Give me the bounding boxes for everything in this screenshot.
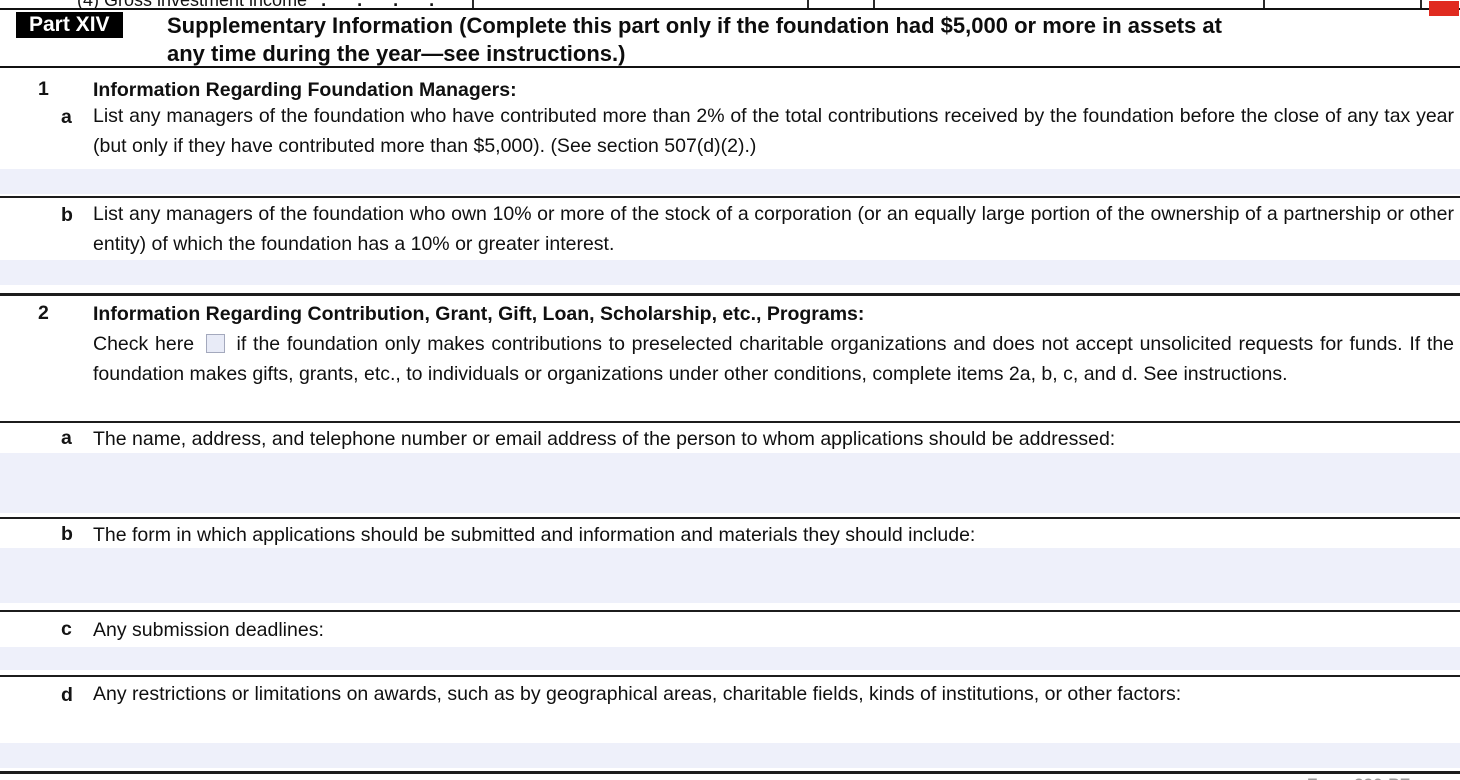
item-2b-row: b The form in which applications should … bbox=[0, 522, 1460, 548]
item-2d-row: d Any restrictions or limitations on awa… bbox=[0, 680, 1460, 709]
item-2c-letter: c bbox=[61, 618, 72, 640]
section-1-heading-row: 1 Information Regarding Foundation Manag… bbox=[0, 77, 1460, 103]
item-1b-row: b List any managers of the foundation wh… bbox=[0, 199, 1460, 259]
part-title: Supplementary Information (Complete this… bbox=[167, 12, 1457, 68]
separator-line bbox=[0, 675, 1460, 677]
item-2a-text: The name, address, and telephone number … bbox=[93, 428, 1116, 450]
field-2d-input[interactable] bbox=[0, 743, 1460, 768]
part-title-line2: any time during the year—see instruction… bbox=[167, 41, 626, 66]
separator-line bbox=[0, 517, 1460, 519]
item-1a-row: a List any managers of the foundation wh… bbox=[0, 101, 1460, 161]
check-here-continuation: if the foundation only makes contributio… bbox=[93, 333, 1455, 385]
item-2-intro-text: Check here if the foundation only makes … bbox=[93, 329, 1454, 389]
item-1a-text: List any managers of the foundation who … bbox=[93, 105, 1454, 157]
field-2b-input[interactable] bbox=[0, 548, 1460, 603]
table-column-line bbox=[807, 0, 809, 8]
item-1b-text: List any managers of the foundation who … bbox=[93, 203, 1454, 255]
section-2-heading: Information Regarding Contribution, Gran… bbox=[93, 303, 865, 325]
gross-investment-income-label: (4) Gross investment income bbox=[77, 0, 308, 10]
item-2c-text: Any submission deadlines: bbox=[93, 619, 324, 641]
section-2-heading-row: 2 Information Regarding Contribution, Gr… bbox=[0, 301, 1460, 327]
table-column-line bbox=[873, 0, 875, 8]
separator-line bbox=[0, 421, 1460, 423]
preselected-only-checkbox[interactable] bbox=[205, 334, 225, 353]
dot-leaders: . . . . bbox=[321, 0, 448, 10]
red-marker bbox=[1429, 1, 1459, 16]
check-here-label: Check here bbox=[93, 333, 195, 355]
item-1b-letter: b bbox=[61, 204, 73, 226]
field-1b-input[interactable] bbox=[0, 260, 1460, 285]
section-divider-line bbox=[0, 293, 1460, 296]
item-1a-letter: a bbox=[61, 106, 72, 128]
bottom-border-line bbox=[0, 771, 1460, 774]
page-footer: Form 990-PF bbox=[1307, 776, 1460, 780]
part-label-badge: Part XIV bbox=[16, 12, 123, 38]
previous-part-table-fragment: (4) Gross investment income . . . . bbox=[0, 0, 1460, 10]
item-2b-text: The form in which applications should be… bbox=[93, 524, 976, 546]
item-2b-letter: b bbox=[61, 523, 73, 545]
part-title-line1: Supplementary Information (Complete this… bbox=[167, 13, 1222, 38]
separator-line bbox=[0, 196, 1460, 198]
item-2d-letter: d bbox=[61, 684, 73, 706]
item-2d-text: Any restrictions or limitations on award… bbox=[93, 683, 1182, 705]
table-column-line bbox=[472, 0, 474, 8]
table-column-line bbox=[1263, 0, 1265, 8]
item-2-intro-paragraph: Check here if the foundation only makes … bbox=[0, 329, 1460, 389]
item-2-number: 2 bbox=[38, 302, 49, 324]
section-1-heading: Information Regarding Foundation Manager… bbox=[93, 79, 517, 101]
form-number-partial: Form 990-PF bbox=[1307, 776, 1460, 780]
table-column-line bbox=[1420, 0, 1422, 8]
field-2a-input[interactable] bbox=[0, 453, 1460, 513]
separator-line bbox=[0, 610, 1460, 612]
field-2c-input[interactable] bbox=[0, 647, 1460, 670]
item-2a-letter: a bbox=[61, 427, 72, 449]
gross-investment-income-row: (4) Gross investment income . . . . bbox=[77, 0, 448, 10]
item-2a-row: a The name, address, and telephone numbe… bbox=[0, 426, 1460, 452]
part-header: Part XIV Supplementary Information (Comp… bbox=[0, 12, 1460, 68]
item-1-number: 1 bbox=[38, 78, 49, 100]
field-1a-input[interactable] bbox=[0, 169, 1460, 194]
item-2c-row: c Any submission deadlines: bbox=[0, 617, 1460, 643]
